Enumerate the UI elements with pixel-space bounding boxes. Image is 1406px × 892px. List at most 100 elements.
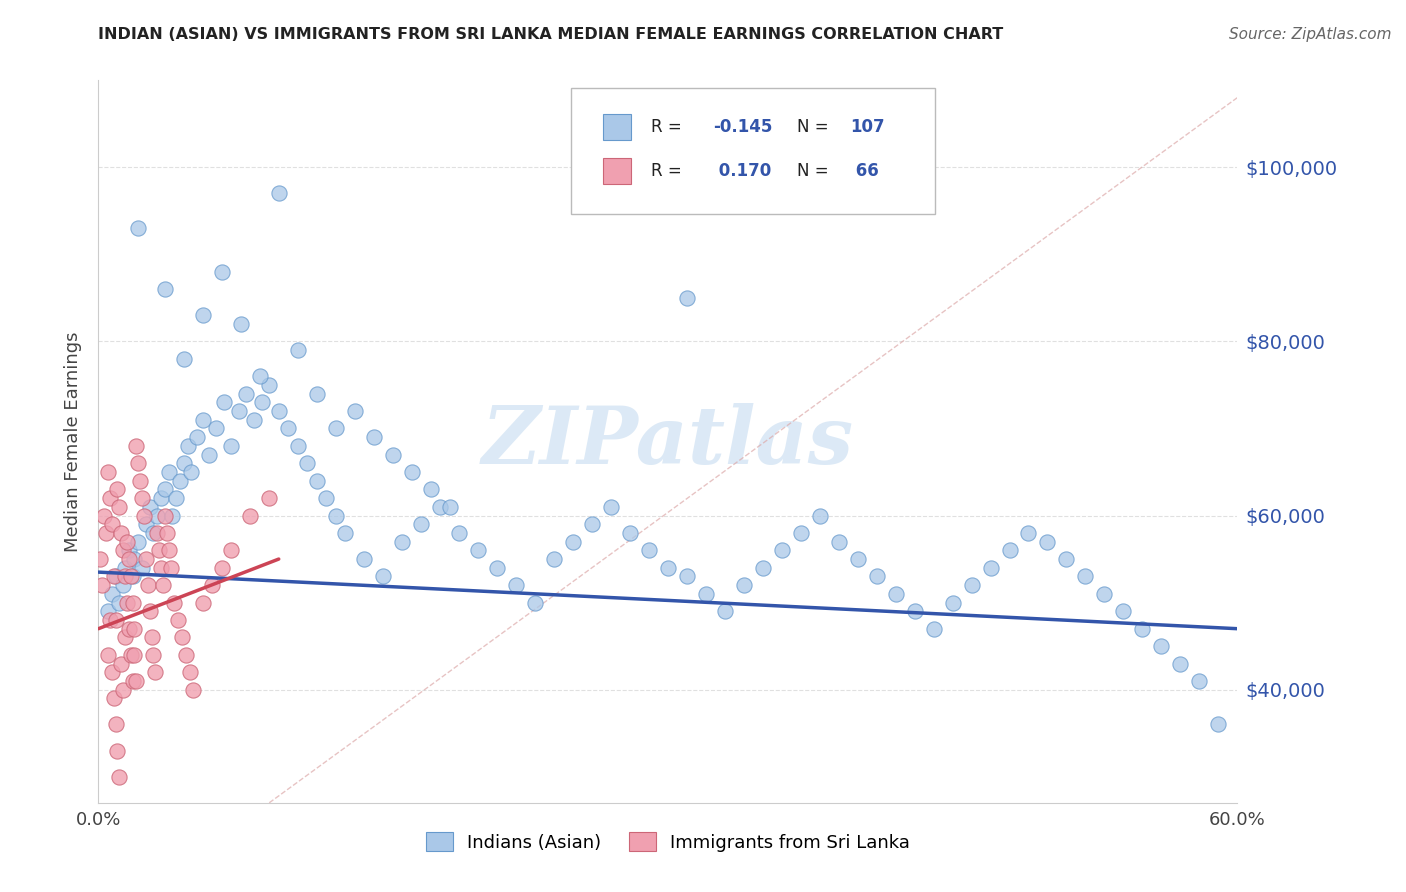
Point bbox=[114, 569, 136, 583]
Point bbox=[808, 508, 831, 523]
Point bbox=[100, 587, 122, 601]
Point bbox=[104, 717, 127, 731]
Point bbox=[676, 291, 699, 305]
Point bbox=[297, 456, 319, 470]
Point bbox=[131, 491, 153, 505]
Point bbox=[411, 517, 433, 532]
Point bbox=[619, 525, 641, 540]
Point bbox=[243, 413, 266, 427]
Point bbox=[1036, 534, 1059, 549]
Point bbox=[124, 552, 146, 566]
Point bbox=[120, 569, 142, 583]
Point bbox=[103, 691, 125, 706]
Text: 107: 107 bbox=[851, 119, 884, 136]
Point bbox=[157, 465, 180, 479]
Point bbox=[118, 552, 141, 566]
Point bbox=[267, 186, 290, 201]
Point bbox=[401, 465, 423, 479]
Point bbox=[259, 378, 281, 392]
Point bbox=[884, 587, 907, 601]
Point bbox=[93, 508, 115, 523]
Point bbox=[98, 491, 121, 505]
Point bbox=[239, 508, 262, 523]
Point bbox=[505, 578, 527, 592]
Point bbox=[221, 543, 243, 558]
Point bbox=[183, 682, 205, 697]
Point bbox=[135, 517, 157, 532]
Point bbox=[228, 404, 250, 418]
Text: 66: 66 bbox=[851, 161, 879, 179]
Point bbox=[1094, 587, 1116, 601]
Point bbox=[131, 561, 153, 575]
Point bbox=[153, 483, 176, 497]
Point bbox=[315, 491, 337, 505]
Point bbox=[148, 543, 170, 558]
Legend: Indians (Asian), Immigrants from Sri Lanka: Indians (Asian), Immigrants from Sri Lan… bbox=[419, 825, 917, 859]
Point bbox=[108, 770, 131, 784]
Point bbox=[112, 543, 135, 558]
Point bbox=[249, 369, 271, 384]
Point bbox=[439, 500, 461, 514]
Point bbox=[676, 569, 699, 583]
Point bbox=[118, 543, 141, 558]
Point bbox=[150, 491, 173, 505]
Point bbox=[277, 421, 299, 435]
Point bbox=[790, 525, 813, 540]
Point bbox=[108, 596, 131, 610]
Text: INDIAN (ASIAN) VS IMMIGRANTS FROM SRI LANKA MEDIAN FEMALE EARNINGS CORRELATION C: INDIAN (ASIAN) VS IMMIGRANTS FROM SRI LA… bbox=[98, 27, 1004, 42]
Text: N =: N = bbox=[797, 119, 834, 136]
Point bbox=[543, 552, 565, 566]
Point bbox=[138, 604, 160, 618]
Point bbox=[1056, 552, 1078, 566]
Point bbox=[191, 413, 214, 427]
Point bbox=[335, 525, 357, 540]
Point bbox=[118, 622, 141, 636]
Point bbox=[904, 604, 927, 618]
Point bbox=[259, 491, 281, 505]
Point bbox=[125, 439, 148, 453]
Point bbox=[132, 508, 155, 523]
Point bbox=[153, 508, 176, 523]
Point bbox=[325, 421, 347, 435]
Point bbox=[114, 561, 136, 575]
Point bbox=[145, 665, 167, 680]
Point bbox=[979, 561, 1001, 575]
Text: R =: R = bbox=[651, 119, 686, 136]
Point bbox=[467, 543, 489, 558]
Text: -0.145: -0.145 bbox=[713, 119, 773, 136]
Point bbox=[150, 561, 173, 575]
Point bbox=[211, 561, 233, 575]
Point bbox=[695, 587, 717, 601]
Point bbox=[305, 386, 328, 401]
Point bbox=[179, 665, 201, 680]
Point bbox=[343, 404, 366, 418]
Point bbox=[146, 508, 169, 523]
Point bbox=[152, 578, 174, 592]
Point bbox=[110, 525, 132, 540]
Point bbox=[165, 491, 187, 505]
Point bbox=[429, 500, 451, 514]
Point bbox=[121, 596, 143, 610]
Point bbox=[391, 534, 413, 549]
Point bbox=[180, 465, 202, 479]
Point bbox=[103, 569, 125, 583]
Point bbox=[638, 543, 661, 558]
Text: ZIPatlas: ZIPatlas bbox=[482, 403, 853, 480]
Point bbox=[136, 578, 159, 592]
Point bbox=[115, 534, 138, 549]
Point bbox=[107, 483, 129, 497]
Point bbox=[174, 648, 197, 662]
Point bbox=[121, 569, 143, 583]
Point bbox=[205, 421, 228, 435]
Point bbox=[235, 386, 257, 401]
Point bbox=[449, 525, 471, 540]
Point bbox=[91, 578, 114, 592]
Point bbox=[104, 569, 127, 583]
Point bbox=[142, 648, 165, 662]
Point bbox=[1188, 673, 1211, 688]
Point bbox=[1132, 622, 1154, 636]
FancyBboxPatch shape bbox=[603, 114, 631, 140]
Point bbox=[770, 543, 793, 558]
Point bbox=[89, 552, 111, 566]
Point bbox=[141, 631, 163, 645]
